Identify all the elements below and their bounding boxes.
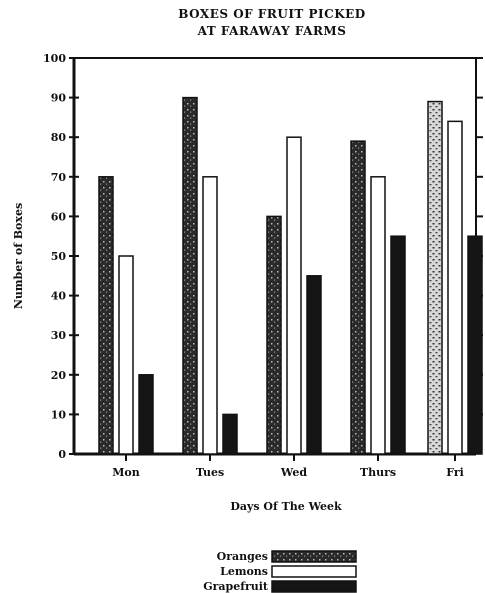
chart-title-line-1: BOXES OF FRUIT PICKED (178, 7, 365, 21)
legend-label-grapefruit: Grapefruit (203, 580, 269, 593)
legend-swatch-grapefruit (271, 580, 357, 593)
legend-swatch-oranges (271, 550, 357, 563)
legend: Oranges Lemons Grapefruit (203, 550, 357, 593)
bar-grapefruit-thurs (390, 235, 406, 455)
bar-oranges-thurs (350, 140, 366, 455)
y-tick-label: 20 (51, 369, 67, 382)
y-tick-label: 30 (51, 329, 67, 342)
y-axis-title: Number of Boxes (12, 203, 25, 309)
y-tick-label: 60 (51, 210, 67, 223)
y-tick-label: 80 (51, 131, 67, 144)
bar-oranges-mon (98, 176, 114, 455)
bars-group (98, 96, 483, 455)
chart-title-line-2: AT FARAWAY FARMS (197, 24, 347, 38)
y-tick-label: 90 (51, 92, 67, 105)
x-tick-label: Tues (196, 466, 224, 479)
x-tick-label: Thurs (360, 466, 396, 479)
y-tick-label: 40 (51, 290, 67, 303)
bar-oranges-tues (182, 96, 198, 455)
bar-grapefruit-fri (467, 235, 483, 455)
y-tick-label: 70 (51, 171, 67, 184)
bar-oranges-fri (427, 100, 443, 455)
bar-grapefruit-tues (222, 413, 238, 455)
y-tick-label: 50 (51, 250, 67, 263)
legend-label-oranges: Oranges (217, 550, 268, 563)
bar-lemons-mon (118, 255, 134, 455)
bar-lemons-tues (202, 176, 218, 455)
y-tick-label: 0 (58, 448, 66, 461)
legend-swatch-lemons (271, 565, 357, 578)
bar-lemons-thurs (370, 176, 386, 455)
bar-lemons-fri (447, 120, 463, 455)
bar-oranges-wed (266, 215, 282, 455)
y-tick-label: 100 (43, 52, 66, 65)
bar-lemons-wed (286, 136, 302, 455)
x-axis-title: Days Of The Week (230, 500, 342, 513)
bar-grapefruit-wed (306, 275, 322, 455)
y-tick-label: 10 (51, 408, 67, 421)
y-axis-ticks: 0 10 20 30 40 50 60 70 80 90 100 (43, 52, 79, 461)
x-tick-label: Mon (112, 466, 140, 479)
x-tick-label: Wed (280, 466, 307, 479)
legend-label-lemons: Lemons (220, 565, 268, 578)
x-tick-label: Fri (446, 466, 464, 479)
bar-grapefruit-mon (138, 374, 154, 455)
x-axis-ticks: Mon Tues Wed Thurs Fri (112, 454, 464, 479)
